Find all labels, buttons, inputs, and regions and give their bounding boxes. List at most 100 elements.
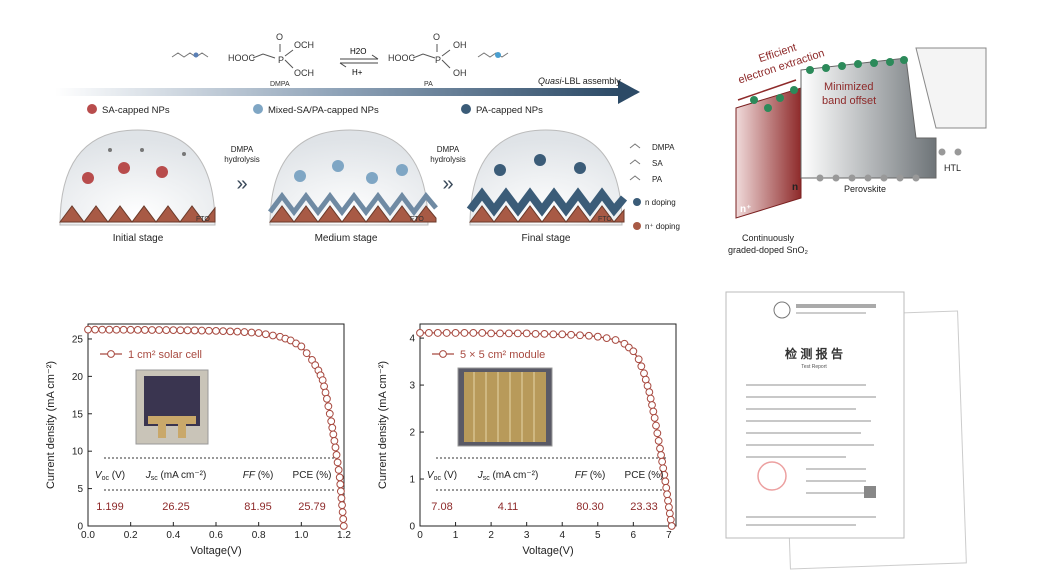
svg-text:HOOC: HOOC xyxy=(228,53,256,63)
svg-text:SA: SA xyxy=(652,159,663,168)
svg-text:PA-capped NPs: PA-capped NPs xyxy=(476,105,543,116)
step-2-hydrolysis: DMPA hydrolysis » xyxy=(430,145,466,195)
data-point xyxy=(204,326,213,335)
table-header: Jsc (mA cm⁻²) xyxy=(145,470,207,482)
data-point xyxy=(327,417,336,426)
data-point xyxy=(254,329,263,337)
data-point xyxy=(469,329,478,337)
x-axis-label: Voltage(V) xyxy=(522,545,573,557)
svg-text:FTO: FTO xyxy=(598,216,612,223)
n-plus-label: n⁺ xyxy=(740,204,751,215)
data-point xyxy=(649,407,658,416)
x-tick-label: 0.6 xyxy=(209,530,223,541)
data-point xyxy=(318,376,327,385)
data-point xyxy=(653,429,662,438)
stage-medium: FTO xyxy=(268,129,438,226)
data-point xyxy=(451,329,460,337)
svg-text:graded-doped SnO₂: graded-doped SnO₂ xyxy=(728,245,809,255)
x-tick-label: 4 xyxy=(559,530,565,541)
data-point xyxy=(112,325,121,334)
legend-label: 5 × 5 cm² module xyxy=(460,349,545,361)
data-point xyxy=(140,326,149,334)
electrons xyxy=(750,56,908,112)
cell-tab-left xyxy=(158,424,166,438)
data-point xyxy=(667,522,676,530)
y-tick-label: 1 xyxy=(409,475,415,486)
cell-tab-right xyxy=(178,424,186,438)
jv-chart-cell: 0.0 0.2 0.4 0.6 0.8 1.0 1.2 0 5 10 15 20 25 Voltage(V… xyxy=(45,323,351,557)
x-tick-label: 2 xyxy=(488,530,494,541)
data-point xyxy=(336,480,345,489)
perovskite-band xyxy=(800,57,937,179)
x-tick-label: 6 xyxy=(631,530,637,541)
x-tick-label: 1.2 xyxy=(337,530,351,541)
x-tick-label: 0.8 xyxy=(252,530,266,541)
svg-text:n doping: n doping xyxy=(645,198,676,207)
y-axis-label: Current density (mA cm⁻²) xyxy=(45,361,57,489)
data-point xyxy=(261,330,270,339)
data-point xyxy=(334,465,343,474)
x-tick-label: 0.4 xyxy=(166,530,180,541)
table-value: 80.30 xyxy=(576,501,604,513)
svg-text:hydrolysis: hydrolysis xyxy=(224,155,260,164)
table-header: FF (%) xyxy=(243,470,274,481)
x-tick-label: 3 xyxy=(524,530,530,541)
test-certificate: 检 测 报 告 Test Report xyxy=(725,291,967,570)
x-tick-label: 5 xyxy=(595,530,601,541)
y-tick-label: 0 xyxy=(77,522,83,533)
svg-text:OH: OH xyxy=(453,68,467,78)
legend-marker xyxy=(439,350,447,358)
pa-structure: HOOC OH OH PA O P xyxy=(388,32,467,88)
data-point xyxy=(663,490,672,499)
data-point xyxy=(321,388,330,397)
svg-text:Final stage: Final stage xyxy=(522,233,571,244)
table-value: 1.199 xyxy=(96,501,124,513)
n-label: n xyxy=(792,182,798,193)
svg-text:H2O: H2O xyxy=(350,47,366,56)
table-header: Voc (V) xyxy=(427,470,457,482)
data-point xyxy=(91,325,100,334)
minimized-offset-label: Minimized band offset xyxy=(822,81,876,107)
data-point xyxy=(641,375,650,384)
data-point xyxy=(328,423,337,432)
data-point xyxy=(339,515,348,523)
data-point xyxy=(645,388,654,397)
data-point xyxy=(105,325,114,334)
data-point xyxy=(504,329,513,338)
data-point xyxy=(330,436,339,445)
data-point xyxy=(176,326,185,335)
data-point xyxy=(478,329,487,337)
svg-text:Medium stage: Medium stage xyxy=(315,233,378,244)
svg-text:Minimized: Minimized xyxy=(824,81,874,93)
data-point xyxy=(338,501,346,510)
svg-text:Quasi-LBL assembly: Quasi-LBL assembly xyxy=(538,76,621,86)
data-point xyxy=(662,483,671,492)
data-point xyxy=(133,325,142,334)
svg-text:O: O xyxy=(276,32,283,42)
y-tick-label: 2 xyxy=(409,428,415,439)
data-point xyxy=(98,325,107,334)
certificate-subtitle: Test Report xyxy=(801,364,827,370)
quasi-lbl-arrow: Quasi-LBL assembly xyxy=(55,76,640,104)
data-point xyxy=(664,503,673,512)
svg-text:DMPA: DMPA xyxy=(652,143,675,152)
svg-text:band offset: band offset xyxy=(822,95,876,107)
y-tick-label: 20 xyxy=(72,372,84,383)
seal-logo-icon xyxy=(773,301,791,319)
svg-text:DMPA: DMPA xyxy=(437,145,460,154)
x-tick-label: 0.0 xyxy=(81,530,95,541)
x-tick-label: 1 xyxy=(453,530,459,541)
svg-text:»: » xyxy=(236,173,247,195)
solar-cell-photo xyxy=(135,369,209,445)
svg-text:OH: OH xyxy=(453,40,467,50)
red-stamp xyxy=(757,461,787,491)
step-1-hydrolysis: DMPA hydrolysis » xyxy=(224,145,260,195)
svg-text:OCH: OCH xyxy=(294,68,314,78)
data-point xyxy=(212,326,220,335)
data-point xyxy=(233,327,242,336)
data-point xyxy=(336,487,345,496)
table-header: PCE (%) xyxy=(293,470,332,481)
assembly-schematic: HOOC OCH OCH DMPA O P H2O H+ HOOC OH OH … xyxy=(55,32,680,244)
data-point xyxy=(332,451,341,459)
data-point xyxy=(162,326,171,334)
